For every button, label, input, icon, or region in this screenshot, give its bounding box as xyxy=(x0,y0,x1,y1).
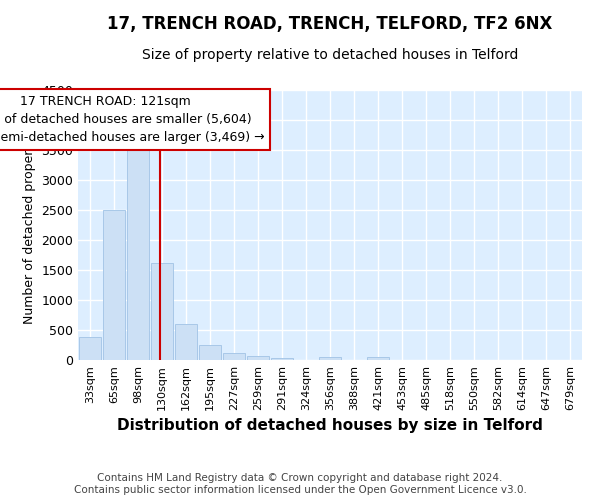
Text: Contains HM Land Registry data © Crown copyright and database right 2024.
Contai: Contains HM Land Registry data © Crown c… xyxy=(74,474,526,495)
Text: 17 TRENCH ROAD: 121sqm
← 61% of detached houses are smaller (5,604)
38% of semi-: 17 TRENCH ROAD: 121sqm ← 61% of detached… xyxy=(0,95,264,144)
Bar xyxy=(103,210,125,360)
Bar xyxy=(175,324,197,360)
X-axis label: Distribution of detached houses by size in Telford: Distribution of detached houses by size … xyxy=(117,418,543,434)
Bar xyxy=(271,358,293,360)
Bar xyxy=(199,345,221,360)
Bar xyxy=(367,357,389,360)
Bar xyxy=(79,337,101,360)
Bar xyxy=(223,354,245,360)
Text: Size of property relative to detached houses in Telford: Size of property relative to detached ho… xyxy=(142,48,518,62)
Bar xyxy=(319,357,341,360)
Bar xyxy=(247,356,269,360)
Y-axis label: Number of detached properties: Number of detached properties xyxy=(23,126,36,324)
Text: 17, TRENCH ROAD, TRENCH, TELFORD, TF2 6NX: 17, TRENCH ROAD, TRENCH, TELFORD, TF2 6N… xyxy=(107,15,553,33)
Bar xyxy=(151,263,173,360)
Bar xyxy=(127,138,149,360)
